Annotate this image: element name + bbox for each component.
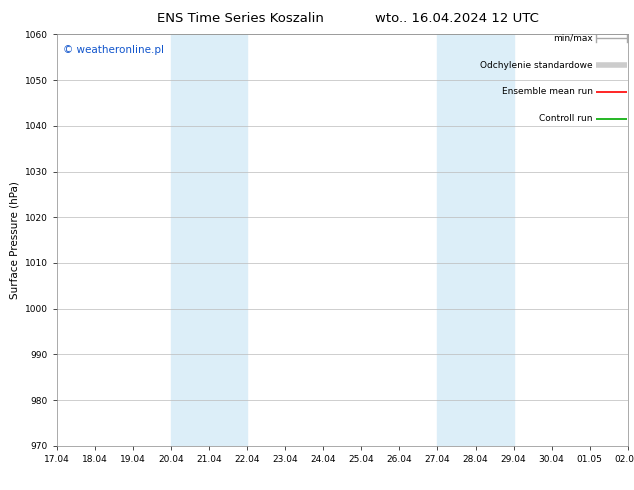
Text: Controll run: Controll run (540, 114, 593, 123)
Text: © weatheronline.pl: © weatheronline.pl (63, 45, 164, 54)
Text: ENS Time Series Koszalin: ENS Time Series Koszalin (157, 12, 325, 25)
Text: wto.. 16.04.2024 12 UTC: wto.. 16.04.2024 12 UTC (375, 12, 538, 25)
Bar (171, 34, 247, 446)
Y-axis label: Surface Pressure (hPa): Surface Pressure (hPa) (10, 181, 20, 299)
Bar (437, 34, 514, 446)
Text: Odchylenie standardowe: Odchylenie standardowe (480, 61, 593, 70)
Text: Ensemble mean run: Ensemble mean run (502, 87, 593, 97)
Text: min/max: min/max (553, 34, 593, 43)
